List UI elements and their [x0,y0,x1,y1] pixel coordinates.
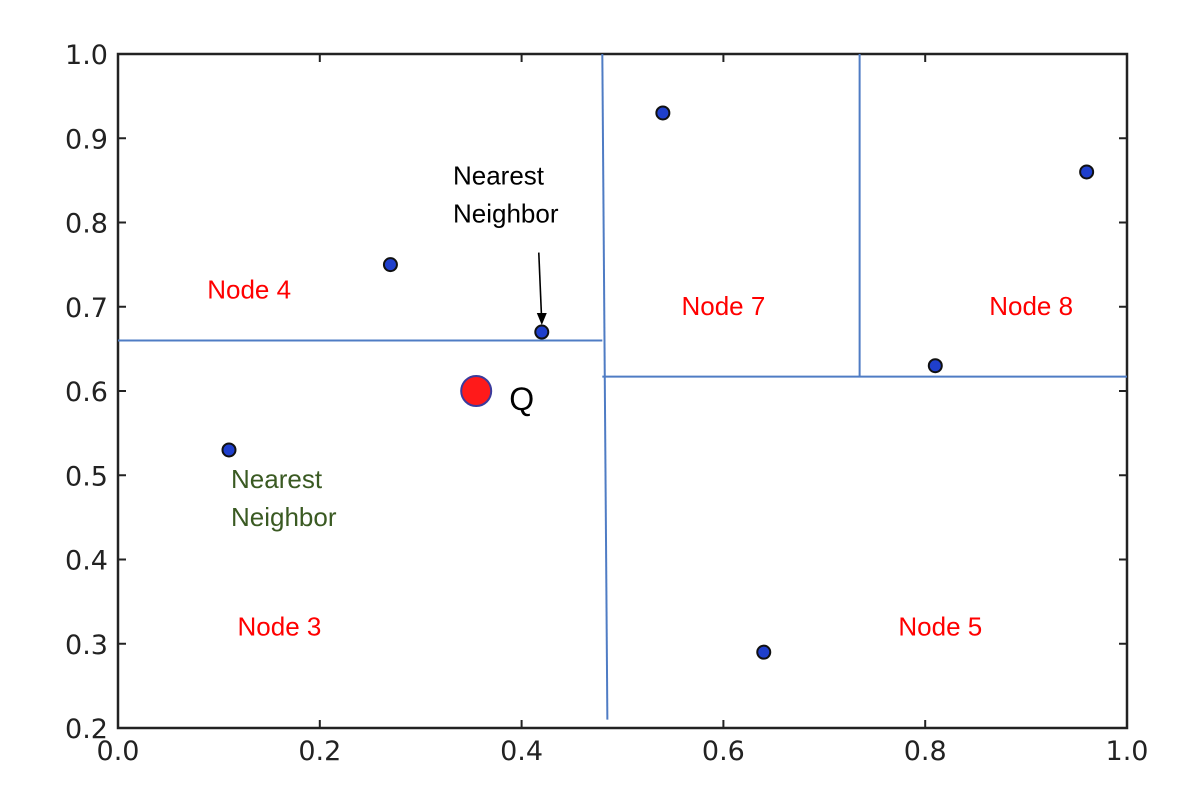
y-tick-label: 1.0 [65,40,108,71]
annotation-arrow-shaft [537,252,543,324]
axis-ticks: 0.0 0.2 0.4 0.6 0.8 1.00.20.30.40.50.60.70.80… [65,40,1148,767]
nearest-neighbor-annotation: Neighbor [453,199,559,229]
data-point [382,257,398,273]
region-label: Node 3 [238,611,322,641]
x-tick-label: 0.2 [298,736,341,767]
data-point [1079,164,1095,180]
region-label: Node 5 [898,611,982,641]
y-tick-label: 0.8 [65,209,108,240]
data-point [927,358,943,374]
plot-frame [116,52,1129,730]
annotation-arrow-head [536,312,547,325]
x-tick-label: 0.8 [904,736,947,767]
data-points: Q [221,105,1095,660]
data-point [534,324,550,340]
y-tick-label: 0.3 [65,630,108,661]
region-label: Node 4 [207,274,291,304]
data-point [221,442,237,458]
query-point [460,375,493,407]
region-label: Node 7 [681,291,765,321]
x-tick-label: 1.0 [1106,736,1149,767]
region-label: Node 8 [989,291,1073,321]
y-tick-label: 0.7 [65,293,108,324]
y-tick-label: 0.2 [65,714,108,745]
text-annotations: Node 4 Node 7 Node 8 Node 3 Node 5 Nearest Nei… [207,161,1073,642]
data-point [756,644,772,660]
x-tick-label: 0.4 [500,736,543,767]
query-point-label: Q [509,381,534,417]
y-tick-label: 0.5 [65,461,108,492]
nearest-neighbor-annotation: Nearest [231,464,323,494]
nearest-neighbor-annotation: Nearest [453,161,545,191]
data-point [655,105,671,121]
nearest-neighbor-annotation: Neighbor [231,502,337,532]
x-tick-label: 0.0 [97,736,140,767]
x-tick-label: 0.6 [702,736,745,767]
split-line [601,53,609,720]
partition-lines [118,53,1127,720]
y-tick-label: 0.6 [65,377,108,408]
y-tick-label: 0.4 [65,546,108,577]
y-tick-label: 0.9 [65,124,108,155]
